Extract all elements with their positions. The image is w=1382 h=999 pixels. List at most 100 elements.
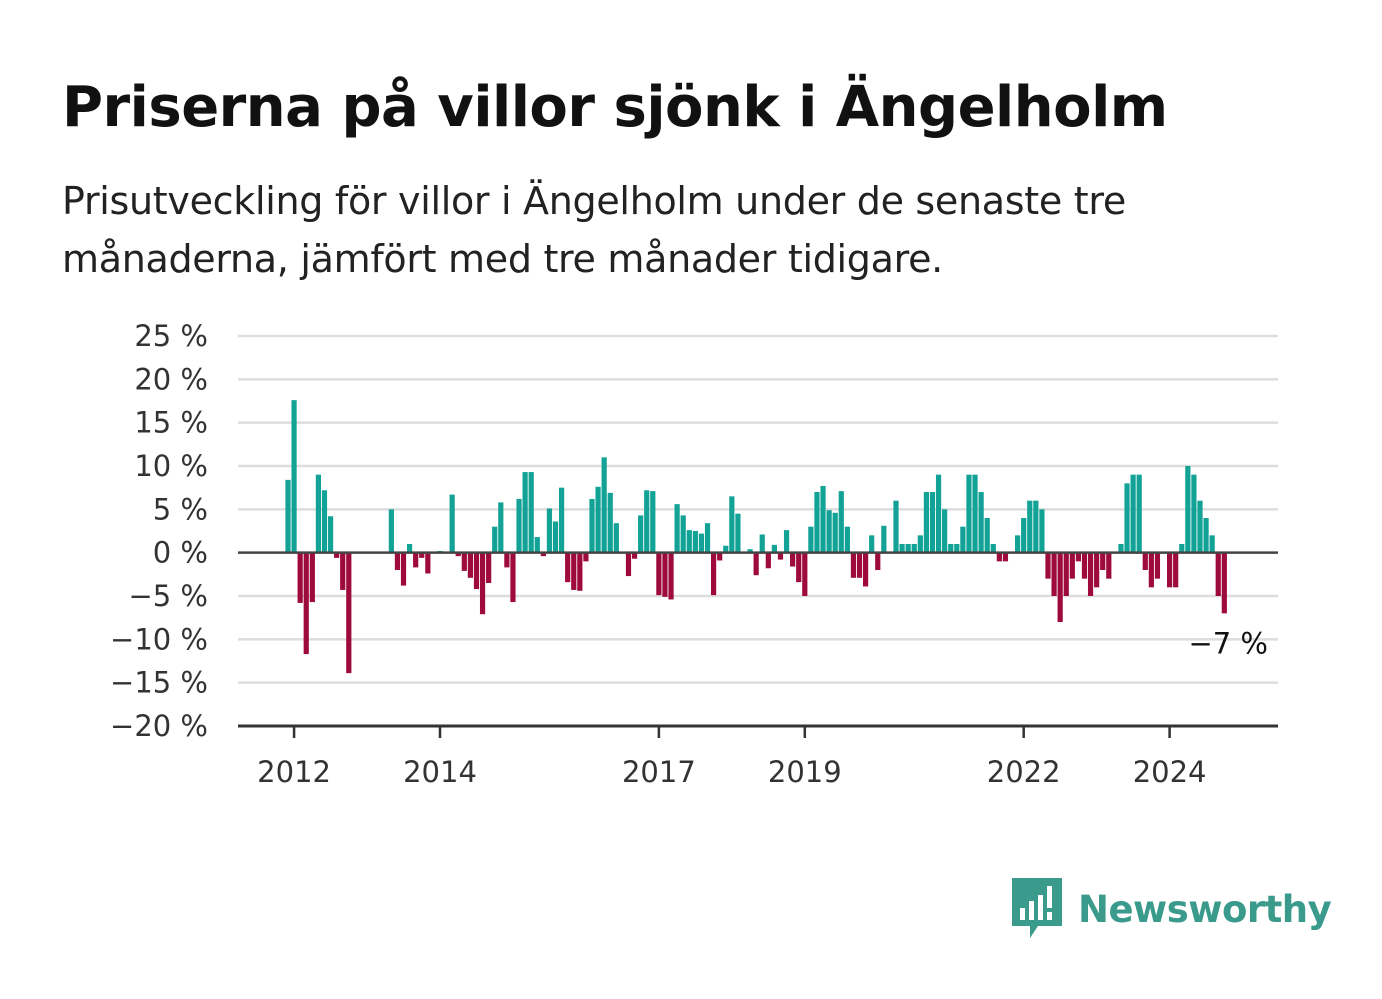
bar <box>638 515 644 553</box>
bar-chart-speech-icon <box>1012 878 1062 938</box>
bar <box>972 474 978 553</box>
bar <box>516 498 522 553</box>
bar <box>656 552 662 596</box>
bar <box>686 530 692 553</box>
bar <box>577 552 583 591</box>
bar <box>911 544 917 553</box>
bar <box>583 552 589 562</box>
bar <box>844 526 850 553</box>
y-tick-label: 0 % <box>153 536 208 570</box>
bar <box>498 502 504 553</box>
bar <box>1094 552 1100 588</box>
bar <box>407 544 413 553</box>
bar <box>534 537 540 553</box>
bar <box>954 544 960 553</box>
bar <box>1185 466 1191 553</box>
bar <box>1142 552 1148 570</box>
bar <box>571 552 577 590</box>
x-tick-label: 2019 <box>768 755 842 789</box>
bar <box>601 457 607 553</box>
bar <box>935 474 942 553</box>
bar <box>1002 552 1009 562</box>
bar <box>668 552 674 600</box>
bar <box>315 474 321 553</box>
bar <box>723 545 729 553</box>
bar <box>461 552 467 571</box>
y-tick-label: 5 % <box>153 492 208 526</box>
chart-title: Priserna på villor sjönk i Ängelholm <box>62 75 1168 140</box>
bar <box>729 496 735 553</box>
bar <box>400 552 407 586</box>
bar <box>869 535 875 553</box>
bar <box>388 509 394 553</box>
bar <box>826 510 832 553</box>
bar <box>875 552 881 570</box>
bar <box>1173 552 1179 588</box>
bar <box>917 535 923 553</box>
y-tick-label: 15 % <box>134 406 208 440</box>
bar <box>528 472 534 553</box>
bar <box>674 504 680 553</box>
bar <box>309 552 315 603</box>
bar <box>735 513 741 553</box>
bar <box>680 515 686 553</box>
bar <box>291 400 297 553</box>
bar <box>297 552 303 603</box>
bar <box>796 552 802 583</box>
bar <box>960 526 966 553</box>
bar <box>1015 535 1021 553</box>
bar <box>942 509 948 553</box>
bar <box>1148 552 1154 588</box>
bar <box>893 500 899 553</box>
bar <box>753 552 759 576</box>
bar <box>765 552 771 569</box>
bar <box>771 544 777 553</box>
bar <box>303 552 309 655</box>
bars <box>285 400 1227 674</box>
chart-subtitle: Prisutveckling för villor i Ängelholm un… <box>62 179 1126 281</box>
bar <box>522 472 528 553</box>
x-tick-label: 2012 <box>257 755 331 789</box>
bar <box>1100 552 1106 570</box>
y-tick-label: −20 % <box>110 709 208 743</box>
bar <box>625 552 632 577</box>
last-value-label: −7 % <box>1188 626 1268 660</box>
bar <box>1197 500 1203 553</box>
bar <box>552 521 559 553</box>
x-axis-labels: 2012 2014 2017 2019 2022 2024 <box>257 726 1207 789</box>
bar <box>1209 535 1215 553</box>
bar <box>1063 552 1069 596</box>
bar <box>1118 544 1124 553</box>
bar <box>717 552 723 561</box>
bar <box>613 523 619 553</box>
bar <box>948 544 954 553</box>
bar <box>966 474 972 553</box>
bar <box>327 516 334 553</box>
bar <box>996 552 1002 562</box>
bar <box>546 508 553 553</box>
bar <box>340 552 346 590</box>
bar <box>838 491 844 553</box>
bar <box>747 549 753 553</box>
bar <box>704 523 711 553</box>
bar <box>905 544 911 553</box>
bar <box>321 490 328 553</box>
bar <box>1179 544 1185 553</box>
logo-text: Newsworthy <box>1078 887 1332 931</box>
bar <box>285 479 291 553</box>
bar <box>1130 474 1136 553</box>
bar <box>814 492 820 553</box>
bar <box>492 526 498 553</box>
y-tick-label: −15 % <box>110 666 208 700</box>
bar <box>1136 474 1142 553</box>
bar <box>692 531 698 553</box>
bar <box>1203 518 1209 553</box>
bar <box>783 530 790 553</box>
bar <box>1215 552 1221 596</box>
bar <box>881 525 887 553</box>
bar <box>820 485 826 553</box>
bar <box>808 526 814 553</box>
bar <box>467 552 473 578</box>
y-tick-label: −10 % <box>110 622 208 656</box>
